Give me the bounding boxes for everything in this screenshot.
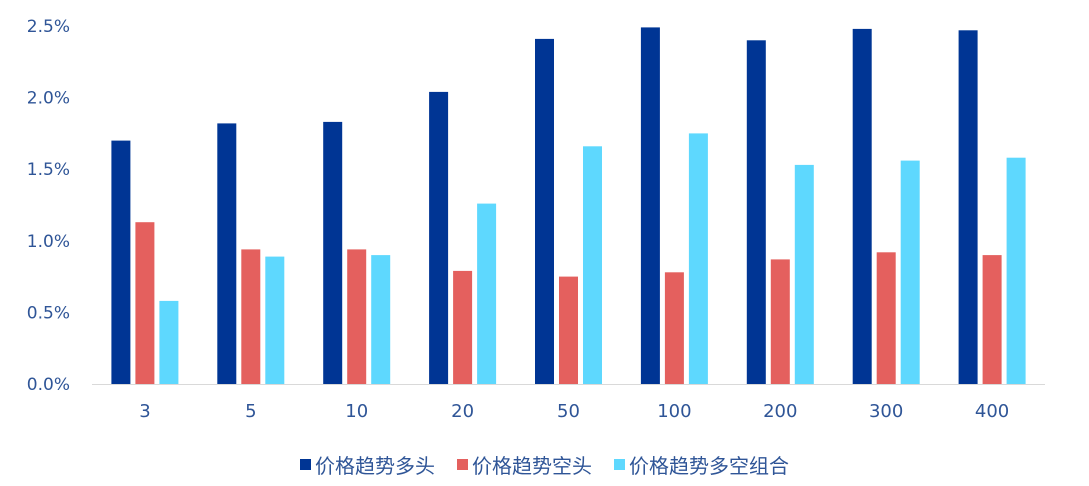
y-axis: 0.0% 0.5% 1.0% 1.5% 2.0% 2.5% (27, 17, 70, 395)
bar-2-300 (876, 252, 896, 384)
y-tick-label: 1.5% (27, 160, 70, 180)
legend-label: 价格趋势多头 (315, 454, 435, 478)
x-tick-label: 100 (657, 401, 691, 422)
x-tick-label: 300 (869, 401, 903, 422)
bar-3-400 (1006, 157, 1026, 384)
bar-3-10 (371, 255, 391, 384)
y-tick-label: 1.0% (27, 232, 70, 252)
y-tick-label: 0.5% (27, 303, 70, 323)
legend-item: 价格趋势空头 (457, 450, 592, 479)
x-axis: 3 5 10 20 50 100 200 300 400 (139, 401, 1009, 422)
legend: 价格趋势多头 价格趋势空头 价格趋势多空组合 (0, 450, 1089, 479)
legend-label: 价格趋势多空组合 (629, 454, 789, 478)
x-tick-label: 200 (763, 401, 797, 422)
bar-2-50 (559, 276, 578, 384)
legend-item: 价格趋势多头 (300, 450, 435, 479)
bar-2-400 (982, 255, 1002, 384)
bar-3-3 (159, 300, 179, 384)
x-tick-label: 10 (345, 401, 368, 422)
y-tick-label: 2.5% (27, 17, 70, 37)
bar-2-10 (347, 249, 367, 384)
bar-2-100 (664, 272, 684, 384)
bar-3-300 (900, 160, 920, 384)
bar-2-200 (770, 259, 790, 384)
bar-3-200 (794, 164, 814, 384)
y-tick-label: 0.0% (27, 375, 70, 395)
bar-1-3 (111, 140, 131, 384)
x-tick-label: 400 (975, 401, 1009, 422)
bar-2-5 (241, 249, 261, 384)
x-tick-label: 50 (557, 401, 580, 422)
legend-item: 价格趋势多空组合 (614, 450, 789, 479)
bar-1-200 (746, 40, 766, 385)
bar-1-100 (640, 27, 660, 385)
bar-3-5 (265, 256, 285, 384)
bar-3-20 (477, 203, 497, 384)
bar-2-3 (135, 222, 155, 384)
chart: 0.0%0.5%1.0%1.5%2.0%2.5% 3 5 10 20 50 100 200 3… (27, 17, 1045, 422)
bar-3-100 (688, 133, 708, 384)
bar-1-400 (958, 30, 978, 385)
bar-1-50 (535, 38, 554, 385)
bar-3-50 (583, 146, 602, 384)
y-tick-label: 2.0% (27, 89, 70, 109)
x-tick-label: 20 (451, 401, 474, 422)
legend-swatch (300, 459, 311, 470)
bar-1-20 (429, 91, 449, 385)
bar-1-300 (852, 28, 872, 385)
x-tick-label: 5 (245, 401, 256, 422)
bar-1-5 (217, 123, 237, 385)
legend-label: 价格趋势空头 (472, 454, 592, 478)
bars (111, 27, 1026, 385)
x-tick-label: 3 (139, 401, 150, 422)
legend-swatch (457, 459, 468, 470)
bar-1-10 (323, 121, 343, 385)
bar-2-20 (453, 270, 473, 384)
legend-swatch (614, 459, 625, 470)
